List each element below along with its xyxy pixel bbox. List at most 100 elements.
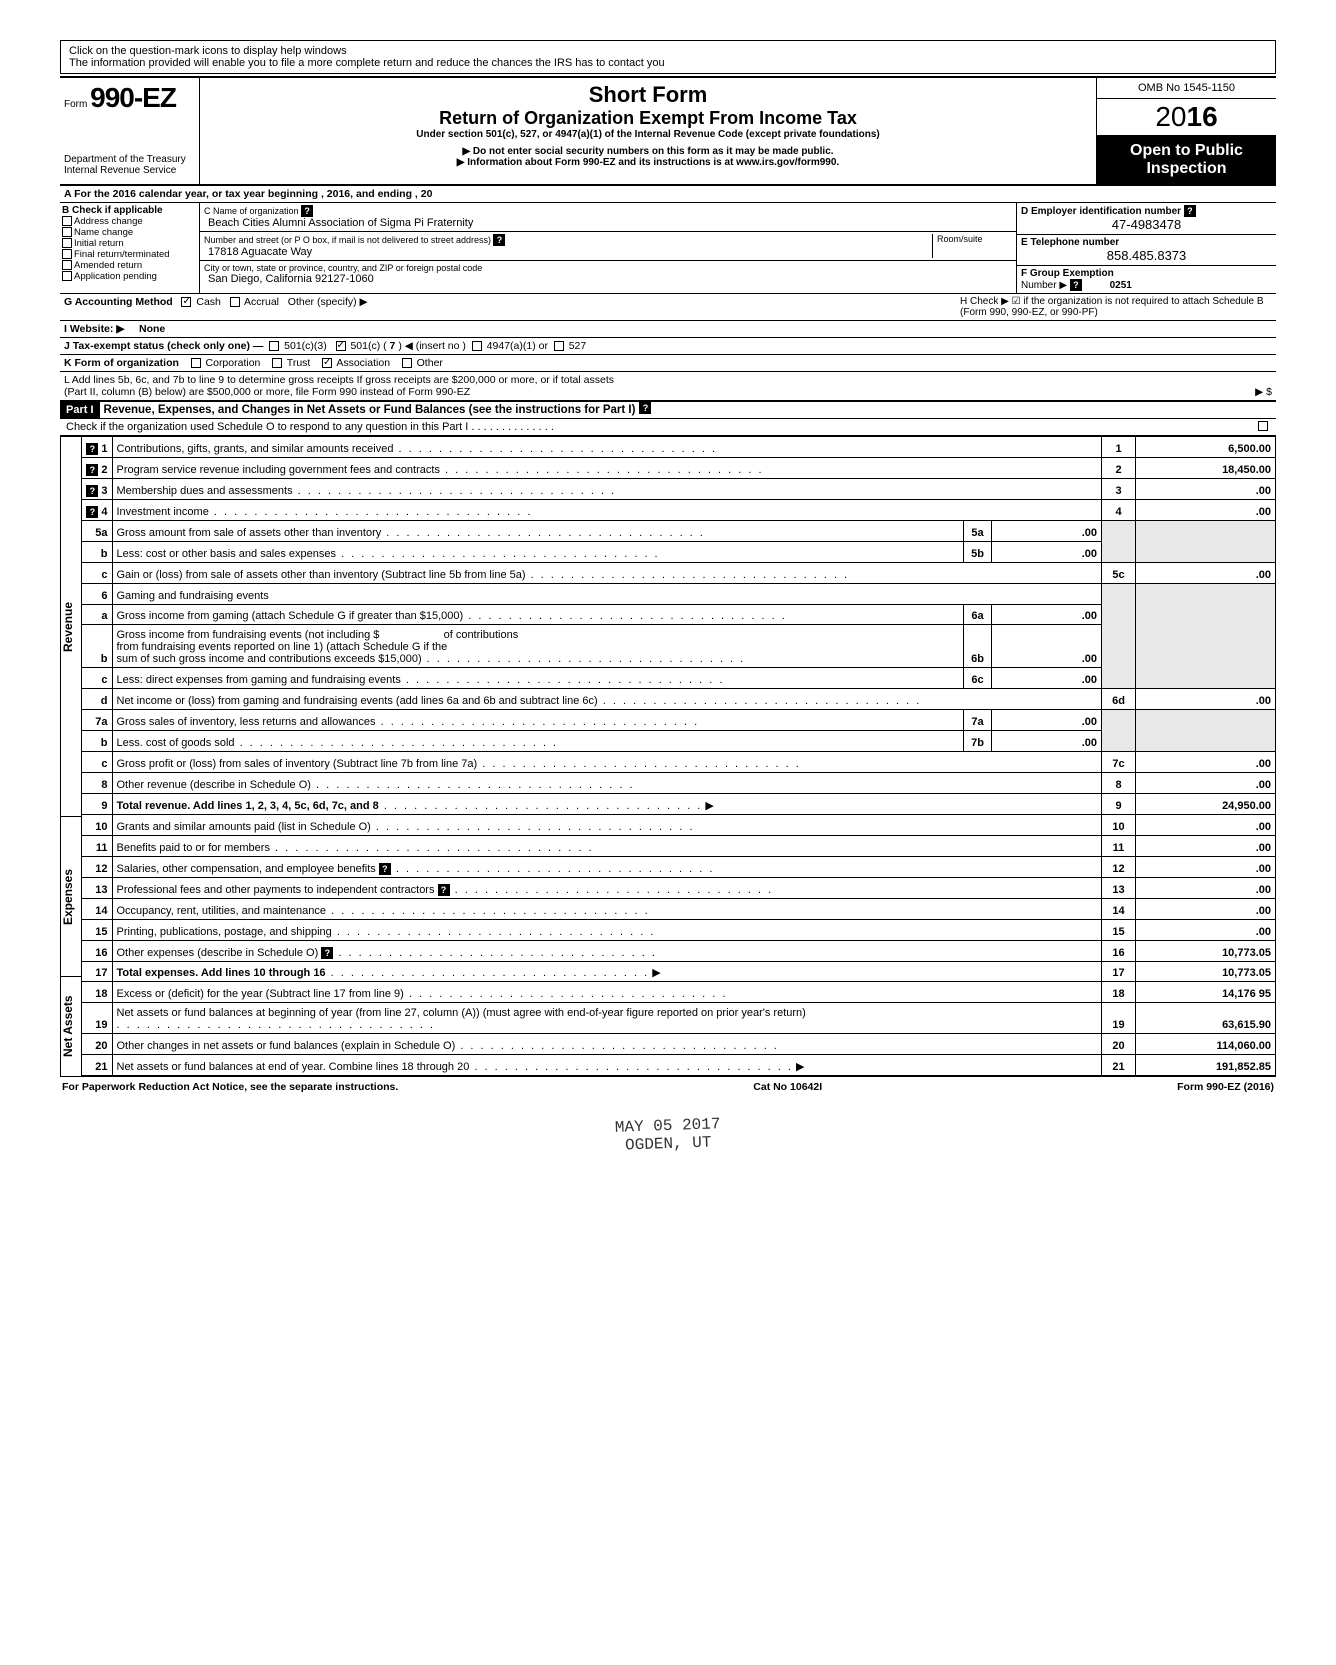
chk-amended[interactable]: Amended return [62,260,197,271]
title-info: ▶ Information about Form 990-EZ and its … [208,157,1088,168]
line-19: 19 Net assets or fund balances at beginn… [82,1003,1276,1033]
chk-other[interactable] [402,358,412,368]
help-icon[interactable]: ? [1070,279,1082,291]
chk-4947[interactable] [472,341,482,351]
form-number: 990-EZ [90,82,176,113]
col-def: D Employer identification number ? 47-49… [1016,203,1276,293]
f-value: 0251 [1110,280,1132,291]
line-5b: b Less: cost or other basis and sales ex… [82,541,1276,562]
help-icon[interactable]: ? [301,205,313,217]
part1-label: Part I [60,402,100,418]
c-name-row: C Name of organization ? Beach Cities Al… [200,203,1016,232]
f-cell: F Group Exemption Number ▶ ? 0251 [1017,266,1276,293]
chk-pending[interactable]: Application pending [62,271,197,282]
help-icon[interactable]: ? [86,485,98,497]
ein-value: 47-4983478 [1021,217,1272,232]
help-icon[interactable]: ? [86,506,98,518]
line-18: 18 Excess or (deficit) for the year (Sub… [82,982,1276,1003]
help-icon[interactable]: ? [86,443,98,455]
received-stamp: MAY 05 2017 OGDEN, UT [60,1096,1277,1174]
line-6c: c Less: direct expenses from gaming and … [82,668,1276,689]
help-icon[interactable]: ? [379,863,391,875]
chk-schedule-o[interactable] [1258,421,1268,431]
line-8: 8 Other revenue (describe in Schedule O)… [82,773,1276,794]
col-c: C Name of organization ? Beach Cities Al… [200,203,1016,293]
title-warn: ▶ Do not enter social security numbers o… [208,146,1088,157]
footer-left: For Paperwork Reduction Act Notice, see … [62,1081,398,1093]
chk-initial[interactable]: Initial return [62,238,197,249]
help-icon[interactable]: ? [438,884,450,896]
c-street-row: Number and street (or P O box, if mail i… [200,232,1016,261]
row-i: I Website: ▶ None [60,321,1276,338]
c-label: C Name of organization [204,206,299,216]
g-label: G Accounting Method [64,296,173,308]
line-20: 20 Other changes in net assets or fund b… [82,1033,1276,1054]
chk-name[interactable]: Name change [62,227,197,238]
line-6b: b Gross income from fundraising events (… [82,625,1276,668]
l-text2: (Part II, column (B) below) are $500,000… [64,386,470,398]
dept2: Internal Revenue Service [64,165,195,176]
org-city: San Diego, California 92127-1060 [204,273,482,285]
row-k: K Form of organization Corporation Trust… [60,355,1276,372]
open2: Inspection [1101,160,1272,178]
line-2: ? 2 Program service revenue including go… [82,457,1276,478]
open1: Open to Public [1101,142,1272,160]
line-5c: c Gain or (loss) from sale of assets oth… [82,562,1276,583]
line-15: 15 Printing, publications, postage, and … [82,919,1276,940]
line-16: 16 Other expenses (describe in Schedule … [82,940,1276,961]
footer-right: Form 990-EZ (2016) [1177,1081,1274,1093]
line-6d: d Net income or (loss) from gaming and f… [82,689,1276,710]
year-bold: 16 [1187,101,1218,132]
lines-table: ? 1 Contributions, gifts, grants, and si… [82,436,1276,1076]
chk-501c[interactable] [336,341,346,351]
chk-trust[interactable] [272,358,282,368]
line-9: 9 Total revenue. Add lines 1, 2, 3, 4, 5… [82,794,1276,815]
help-icon[interactable]: ? [493,234,505,246]
chk-501c3[interactable] [269,341,279,351]
help-icon[interactable]: ? [321,947,333,959]
i-value: None [139,323,165,335]
line-7a: 7a Gross sales of inventory, less return… [82,710,1276,731]
chk-accrual[interactable] [230,297,240,307]
omb: OMB No 1545-1150 [1097,78,1276,99]
title-left: Form 990-EZ Department of the Treasury I… [60,78,200,184]
line-17: 17 Total expenses. Add lines 10 through … [82,961,1276,982]
row-g: G Accounting Method Cash Accrual Other (… [60,294,1276,321]
title-center: Short Form Return of Organization Exempt… [200,78,1096,184]
h-text: H Check ▶ ☑ if the organization is not r… [956,294,1276,320]
col-b: B Check if applicable Address change Nam… [60,203,200,293]
chk-cash[interactable] [181,297,191,307]
part1-title: Revenue, Expenses, and Changes in Net As… [100,402,640,418]
chk-assoc[interactable] [322,358,332,368]
room-label: Room/suite [937,234,1012,244]
row-j: J Tax-exempt status (check only one) — 5… [60,338,1276,355]
help-icon[interactable]: ? [1184,205,1196,217]
year-prefix: 20 [1155,101,1186,132]
side-expenses: Expenses [60,816,82,976]
city-label: City or town, state or province, country… [204,263,482,273]
line-5a: 5a Gross amount from sale of assets othe… [82,520,1276,541]
line-6: 6 Gaming and fundraising events [82,583,1276,604]
title-block: Form 990-EZ Department of the Treasury I… [60,76,1276,186]
help-icon[interactable]: ? [86,464,98,476]
side-labels: Revenue Expenses Net Assets [60,436,82,1076]
part1-check: Check if the organization used Schedule … [66,421,554,433]
part1-header-row: Part I Revenue, Expenses, and Changes in… [60,402,1276,419]
footer-mid: Cat No 10642I [753,1081,822,1093]
chk-527[interactable] [554,341,564,351]
d-cell: D Employer identification number ? 47-49… [1017,203,1276,235]
chk-final[interactable]: Final return/terminated [62,249,197,260]
side-netassets: Net Assets [60,976,82,1076]
row-l: L Add lines 5b, 6c, and 7b to line 9 to … [60,372,1276,402]
open-inspection: Open to Public Inspection [1097,136,1276,184]
line-10: 10 Grants and similar amounts paid (list… [82,814,1276,835]
help-icon[interactable]: ? [639,402,651,414]
d-label: D Employer identification number [1021,206,1181,217]
section-bcd: B Check if applicable Address change Nam… [60,203,1276,294]
line-7c: c Gross profit or (loss) from sales of i… [82,752,1276,773]
chk-address[interactable]: Address change [62,216,197,227]
chk-corp[interactable] [191,358,201,368]
title-right: OMB No 1545-1150 2016 Open to Public Ins… [1096,78,1276,184]
line-3: ? 3 Membership dues and assessments 3 .0… [82,478,1276,499]
title-sub: Under section 501(c), 527, or 4947(a)(1)… [208,129,1088,140]
